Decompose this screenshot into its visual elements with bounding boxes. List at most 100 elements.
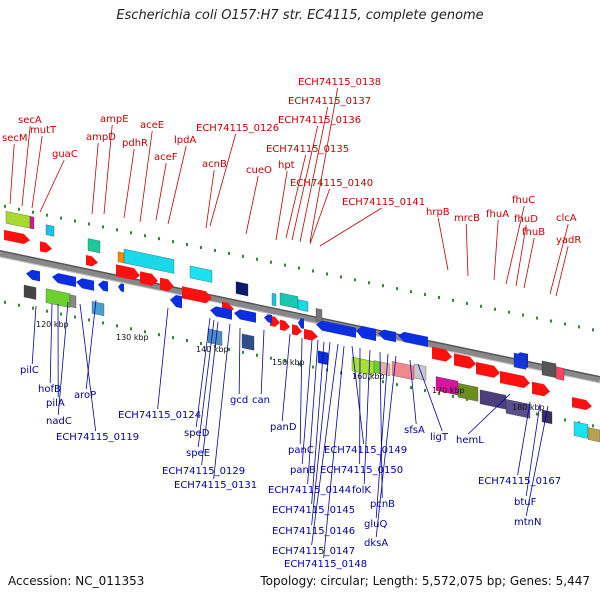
bottom-leader-line	[323, 345, 345, 559]
gene-arrow-reverse	[264, 314, 272, 324]
gene-arrow-forward	[572, 397, 592, 411]
top-leader-line	[31, 135, 43, 209]
gene-feature-block	[189, 265, 213, 283]
gene-feature-block	[5, 211, 31, 229]
gene-arrow-reverse	[76, 278, 94, 291]
gene-label-top: clcA	[556, 213, 577, 224]
gene-label-bottom: ECH74115_0129	[162, 466, 245, 477]
gene-arrow-reverse	[26, 269, 40, 282]
gene-label-top: mrcB	[454, 213, 480, 224]
gene-arrow-reverse	[52, 273, 76, 287]
accession-text: Accession: NC_011353	[8, 574, 145, 588]
gene-feature-block	[207, 328, 223, 346]
gene-arrow-forward	[160, 277, 174, 292]
tick-dot-upper	[480, 304, 482, 308]
gene-label-bottom: ECH74115_0144	[268, 485, 351, 496]
tick-dot-lower	[256, 353, 258, 357]
top-leader-line	[167, 145, 187, 225]
gene-label-top: fhuB	[522, 227, 545, 238]
gene-label-bottom: btuF	[514, 497, 537, 508]
gene-arrow-forward	[476, 361, 500, 378]
tick-dot-upper	[256, 257, 258, 261]
gene-label-top: guaC	[52, 149, 78, 160]
tick-dot-upper	[4, 204, 6, 208]
top-leader-line	[555, 245, 569, 297]
tick-dot-lower	[116, 324, 118, 328]
gene-feature-block	[555, 366, 565, 381]
gene-label-bottom: hemL	[456, 435, 484, 446]
top-leader-line	[299, 106, 329, 243]
top-leader-line	[245, 175, 259, 235]
tick-dot-lower	[312, 365, 314, 369]
top-leader-line	[209, 133, 237, 227]
top-leader-line	[285, 154, 307, 239]
top-leader-line	[205, 169, 215, 229]
gene-label-bottom: panD	[270, 422, 297, 433]
bottom-leader-line	[195, 317, 211, 428]
tick-dot-upper	[522, 313, 524, 317]
tick-dot-upper	[382, 284, 384, 288]
gene-label-top: ECH74115_0137	[288, 96, 371, 107]
tick-dot-upper	[466, 301, 468, 305]
gene-feature-block	[29, 216, 35, 230]
top-leader-line	[39, 159, 65, 213]
gene-label-bottom: aroP	[74, 390, 96, 401]
tick-dot-lower	[46, 309, 48, 313]
top-leader-line	[309, 188, 331, 245]
gene-label-bottom: pilC	[20, 365, 39, 376]
gene-label-bottom: folK	[352, 485, 371, 496]
tick-dot-upper	[158, 237, 160, 241]
gene-arrow-forward	[454, 353, 476, 369]
gene-arrow-forward	[280, 319, 290, 331]
backbone	[0, 251, 600, 383]
gene-arrow-forward	[182, 286, 212, 304]
gene-label-bottom: speE	[186, 448, 210, 459]
gene-arrow-reverse	[298, 318, 304, 329]
tick-dot-lower	[144, 330, 146, 334]
tick-dot-lower	[200, 342, 202, 345]
gene-label-top: aceF	[154, 152, 178, 163]
tick-dot-upper	[312, 269, 314, 273]
tick-dot-lower	[270, 356, 272, 360]
gene-label-top: fhuD	[514, 214, 538, 225]
tick-dot-lower	[242, 350, 244, 354]
gene-label-bottom: gluQ	[364, 519, 387, 530]
tick-dot-upper	[508, 310, 510, 314]
gene-feature-block	[235, 281, 249, 297]
gene-arrow-forward	[304, 328, 318, 341]
tick-dot-upper	[144, 234, 146, 238]
gene-feature-block	[69, 294, 77, 309]
tick-dot-lower	[466, 397, 468, 401]
tick-dot-upper	[396, 287, 398, 291]
gene-label-top: ECH74115_0141	[342, 197, 425, 208]
gene-label-top: mutT	[30, 125, 57, 136]
tick-dot-lower	[284, 359, 286, 363]
tick-dot-upper	[18, 207, 20, 211]
gene-arrow-forward	[500, 371, 530, 389]
gene-feature-block	[351, 356, 375, 376]
gene-feature-block	[23, 284, 37, 300]
gene-arrow-forward	[432, 346, 452, 362]
gene-arrow-reverse	[170, 294, 182, 309]
top-leader-line	[523, 237, 535, 289]
gene-arrow-reverse	[316, 320, 356, 338]
gene-label-top: yadR	[556, 235, 581, 246]
tick-dot-upper	[368, 281, 370, 285]
gene-label-bottom: panC	[288, 445, 314, 456]
gene-label-top: hrpB	[426, 207, 450, 218]
gene-arrow-reverse	[98, 280, 108, 292]
gene-label-bottom: pcnB	[370, 499, 395, 510]
gene-label-bottom: gcd	[230, 395, 248, 406]
top-leader-line	[275, 170, 288, 241]
gene-label-bottom: ECH74115_0150	[320, 465, 403, 476]
top-leader-line	[21, 125, 31, 207]
tick-dot-lower	[186, 339, 188, 343]
gene-label-bottom: sfsA	[404, 425, 425, 436]
bottom-leader-line	[525, 403, 541, 497]
gene-label-top: cueO	[246, 165, 272, 176]
bottom-leader-line	[85, 299, 97, 390]
tick-dot-upper	[116, 228, 118, 232]
gene-arrow-reverse	[118, 283, 124, 293]
tick-dot-upper	[452, 298, 454, 302]
gene-label-top: lpdA	[174, 135, 196, 146]
